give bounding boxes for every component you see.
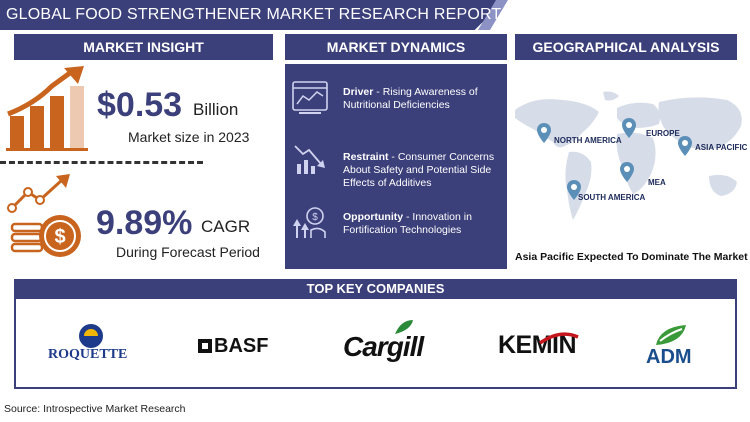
kemin-swoosh-icon <box>538 332 579 345</box>
opportunity-text: - Innovation in Fortification Technologi… <box>343 211 472 236</box>
region-mea: MEA <box>648 178 666 187</box>
logo-cargill: Cargill <box>343 331 424 362</box>
coin-growth-icon: $ <box>7 174 81 257</box>
roquette-emblem-icon <box>79 324 103 348</box>
source-note: Source: Introspective Market Research <box>4 403 186 415</box>
dynamics-opportunity: Opportunity - Innovation in Fortificatio… <box>343 211 503 237</box>
declining-chart-icon <box>294 145 325 174</box>
pin-north-america-icon <box>537 123 551 143</box>
market-insight-heading: MARKET INSIGHT <box>14 34 273 60</box>
cagr-value: 9.89% <box>96 204 193 242</box>
market-dynamics-heading: MARKET DYNAMICS <box>285 34 507 60</box>
pin-europe-icon <box>622 118 636 138</box>
cagr-caption: During Forecast Period <box>116 244 260 260</box>
page-title: GLOBAL FOOD STRENGTHENER MARKET RESEARCH… <box>6 6 502 23</box>
dynamics-driver: Driver - Rising Awareness of Nutritional… <box>343 86 503 112</box>
pin-asia-pacific-icon <box>678 136 692 156</box>
restraint-label: Restraint <box>343 151 389 163</box>
driver-text: - Rising Awareness of Nutritional Defici… <box>343 86 478 111</box>
region-south-america: SOUTH AMERICA <box>578 193 646 202</box>
divider-dashed <box>0 161 203 164</box>
svg-text:$: $ <box>54 226 65 248</box>
region-asia-pacific: ASIA PACIFIC <box>695 143 748 152</box>
growth-coin-icon: $ <box>293 207 326 238</box>
growth-chart-icon <box>6 66 88 151</box>
region-north-america: NORTH AMERICA <box>554 136 622 145</box>
market-dynamics-panel: Driver - Rising Awareness of Nutritional… <box>285 64 507 269</box>
driver-label: Driver <box>343 86 374 98</box>
opportunity-label: Opportunity <box>343 211 404 223</box>
logo-basf: BASF <box>214 335 269 357</box>
market-size-caption: Market size in 2023 <box>128 129 250 145</box>
market-size-value: $0.53 <box>97 86 183 124</box>
dashboard-chart-icon <box>292 81 328 114</box>
basf-square-icon <box>198 339 212 353</box>
title-bar <box>0 0 505 30</box>
region-europe: EUROPE <box>646 129 680 138</box>
logo-roquette: ROQUETTE <box>48 347 128 362</box>
restraint-text: - Consumer Concerns About Safety and Pot… <box>343 151 495 189</box>
companies-heading: TOP KEY COMPANIES <box>14 279 737 299</box>
pin-mea-icon <box>620 162 634 182</box>
pin-south-america-icon <box>567 180 581 200</box>
cagr-unit: CAGR <box>201 217 251 236</box>
logo-adm: ADM <box>646 346 692 368</box>
adm-leaf-icon <box>656 325 686 345</box>
dynamics-restraint: Restraint - Consumer Concerns About Safe… <box>343 151 503 190</box>
geo-caption: Asia Pacific Expected To Dominate The Ma… <box>515 251 748 263</box>
geographical-analysis-heading: GEOGRAPHICAL ANALYSIS <box>515 34 737 60</box>
svg-text:$: $ <box>312 212 318 223</box>
cargill-leaf-icon <box>395 320 413 334</box>
market-size-unit: Billion <box>193 100 239 119</box>
